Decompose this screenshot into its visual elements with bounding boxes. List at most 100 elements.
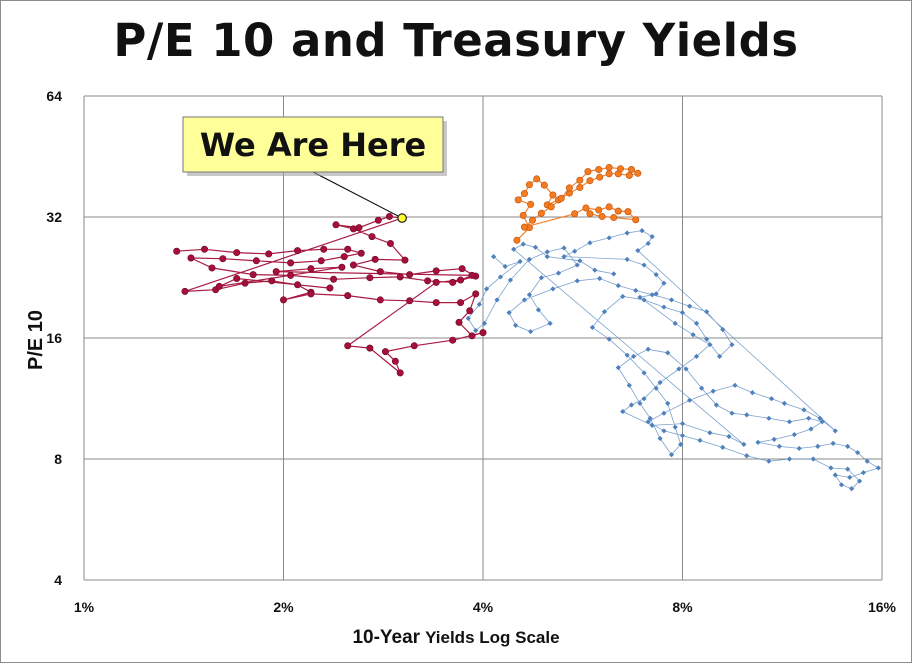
data-point (683, 366, 689, 372)
data-point (401, 256, 409, 264)
data-point (457, 299, 465, 307)
data-point (494, 297, 500, 303)
data-point (374, 216, 382, 224)
data-point (605, 170, 613, 178)
data-point (344, 342, 352, 350)
data-point (472, 290, 480, 298)
data-point (707, 430, 713, 436)
data-point (465, 315, 471, 322)
data-point (473, 327, 479, 334)
data-point (828, 465, 834, 471)
data-point (520, 190, 528, 198)
data-point (476, 301, 482, 307)
x-axis-title-bold: 10-Year (352, 627, 421, 648)
data-point (432, 299, 440, 307)
data-point (624, 208, 632, 216)
data-point (597, 275, 603, 282)
data-point (634, 169, 642, 177)
data-point (457, 276, 465, 284)
data-point (349, 225, 357, 233)
current-point-marker (397, 213, 407, 223)
data-point (572, 248, 578, 254)
data-point (620, 293, 626, 300)
data-point (690, 332, 696, 338)
data-point (628, 402, 635, 408)
data-point (391, 357, 399, 365)
data-point (466, 307, 474, 315)
data-point (396, 273, 404, 281)
callout-box (182, 116, 444, 173)
data-point (349, 261, 357, 269)
data-point (776, 443, 782, 449)
data-point (506, 310, 512, 316)
data-point (483, 286, 490, 292)
data-point (233, 274, 241, 282)
y-tick-label: 4 (54, 572, 62, 588)
data-point (661, 410, 667, 416)
data-point (647, 415, 653, 421)
data-point (710, 388, 716, 394)
data-point (801, 407, 807, 413)
data-point (615, 365, 621, 371)
data-point (791, 432, 797, 438)
data-point (611, 271, 617, 277)
data-point (215, 282, 223, 290)
data-point (344, 292, 352, 300)
data-point (582, 204, 590, 212)
data-point (845, 443, 851, 449)
data-point (287, 259, 295, 267)
data-point (645, 419, 651, 425)
data-point (771, 436, 777, 443)
data-point (713, 402, 720, 408)
data-point (366, 274, 374, 282)
data-point (294, 247, 302, 255)
data-point (371, 255, 379, 263)
data-point (526, 256, 533, 262)
data-point (637, 400, 643, 407)
data-point (520, 241, 526, 247)
data-point (519, 211, 527, 219)
data-point (406, 271, 414, 279)
data-point (576, 176, 584, 184)
data-point (344, 245, 352, 253)
data-point (468, 271, 476, 279)
data-point (606, 235, 612, 241)
data-point (838, 482, 845, 488)
data-point (287, 271, 295, 279)
data-point (598, 212, 606, 220)
data-point (219, 255, 227, 263)
y-axis-title: P/E 10 (25, 310, 47, 370)
data-point (396, 369, 404, 377)
data-point (520, 223, 528, 231)
annotation-layer: We Are Here (182, 116, 447, 223)
data-point (366, 344, 374, 352)
data-point (716, 353, 723, 359)
data-point (521, 297, 528, 303)
data-point (307, 290, 315, 298)
data-point (332, 221, 340, 229)
data-point (635, 247, 641, 254)
data-point (624, 256, 630, 262)
data-point (679, 310, 686, 316)
data-point (605, 203, 613, 211)
data-point (661, 428, 667, 434)
data-point (432, 267, 440, 275)
x-tick-label: 8% (672, 599, 693, 615)
data-point (704, 336, 710, 342)
data-point (856, 478, 863, 484)
data-point (576, 183, 584, 191)
chart-title: P/E 10 and Treasury Yields (113, 14, 799, 67)
data-point (561, 254, 567, 260)
data-point (532, 244, 539, 250)
data-point (657, 435, 663, 442)
data-point (744, 412, 750, 418)
data-point (729, 410, 735, 416)
data-point (547, 320, 553, 326)
data-point (513, 322, 519, 328)
data-point (386, 239, 394, 247)
data-point (497, 274, 504, 280)
data-point (544, 249, 550, 255)
data-point (653, 272, 659, 278)
